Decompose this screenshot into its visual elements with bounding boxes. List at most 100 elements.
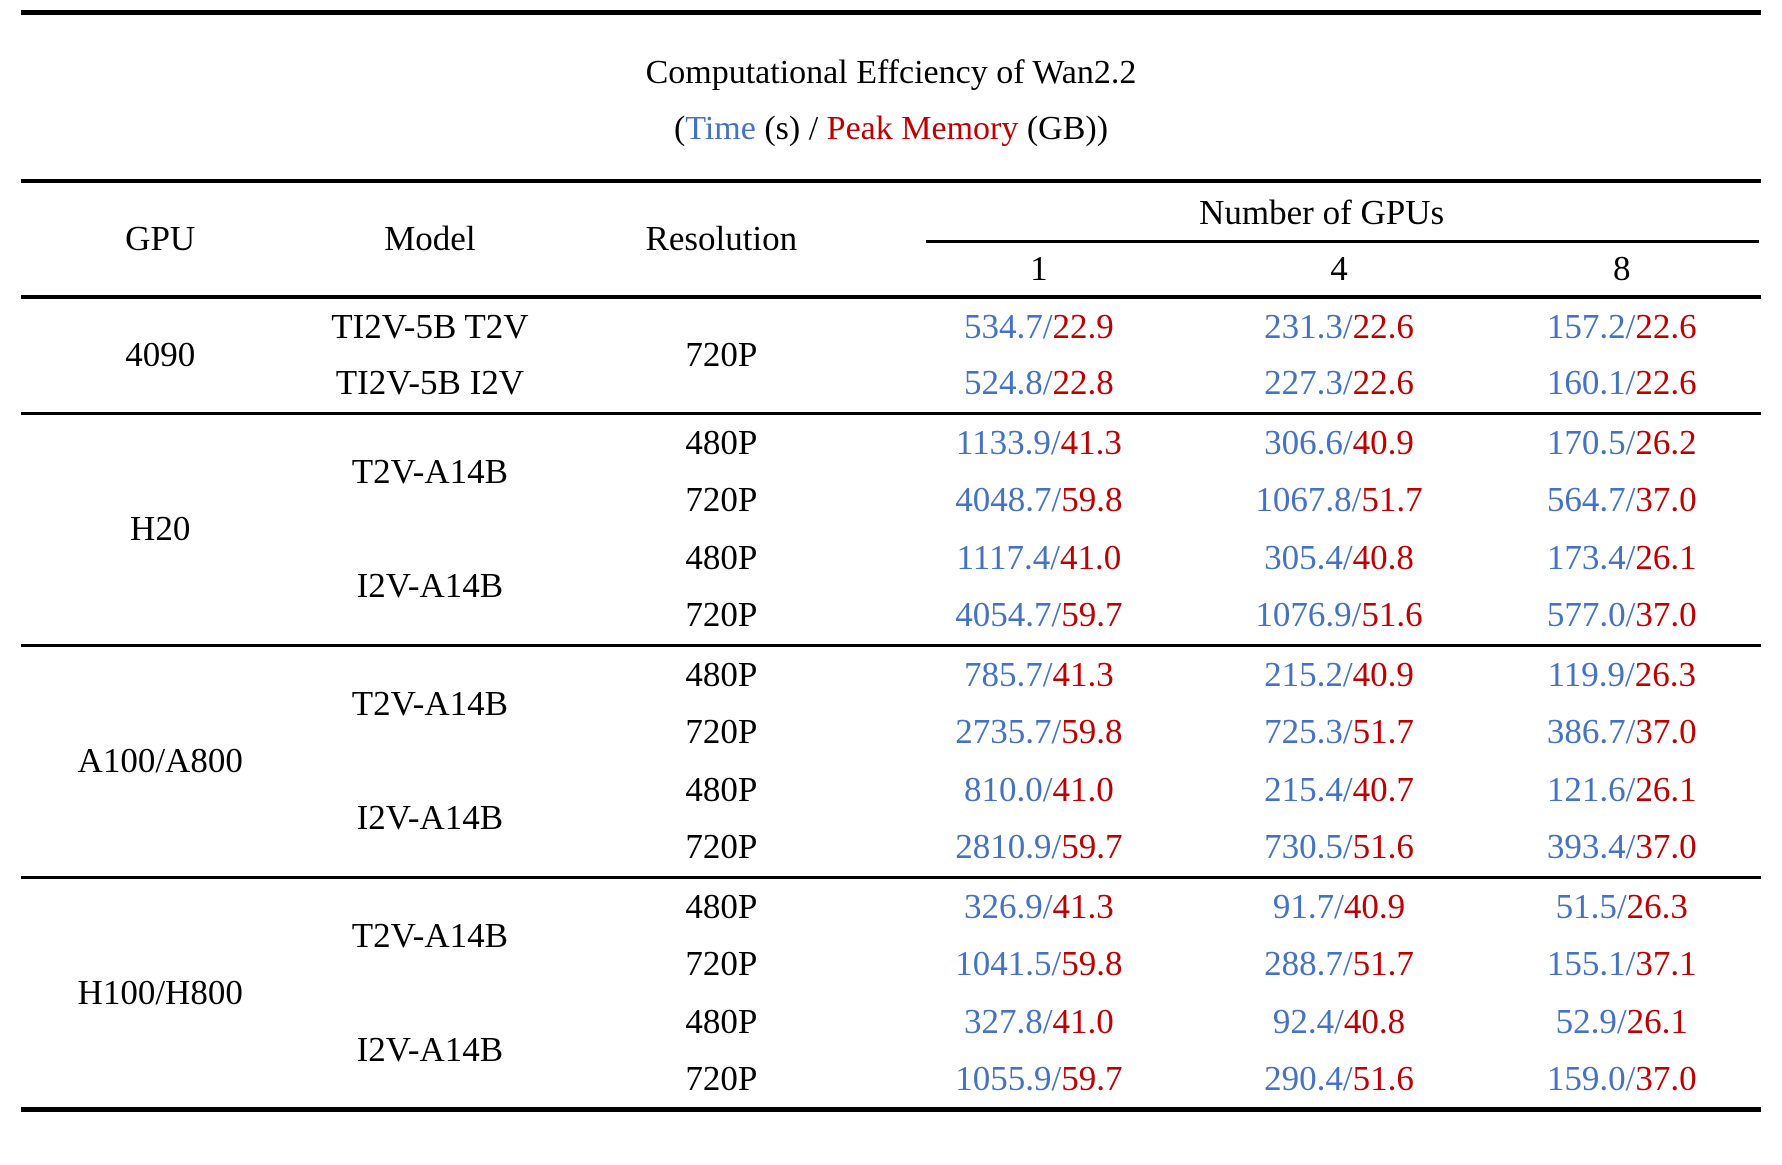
- value-cell: 91.7/40.9: [1195, 877, 1482, 935]
- memory-value: 40.8: [1343, 1002, 1406, 1041]
- value-separator: /: [1625, 944, 1636, 983]
- memory-value: 41.3: [1060, 422, 1122, 462]
- time-value: 121.6: [1546, 770, 1626, 809]
- value-cell: 51.5/26.3: [1483, 877, 1761, 935]
- memory-value: 37.0: [1635, 712, 1697, 751]
- value-cell: 4054.7/59.7: [882, 587, 1195, 645]
- memory-value: 51.6: [1352, 827, 1414, 867]
- memory-value: 26.3: [1634, 654, 1696, 694]
- table-row: 720P 4048.7/59.8 1067.8/51.7 564.7/37.0: [21, 471, 1761, 529]
- value-separator: /: [1042, 654, 1053, 694]
- value-separator: /: [1351, 595, 1362, 635]
- time-value: 1117.4: [956, 538, 1051, 577]
- model-cell: TI2V-5B I2V: [335, 363, 525, 403]
- column-header-8-gpus: 8: [1613, 249, 1631, 288]
- title-open-paren: (: [673, 110, 686, 147]
- memory-value: 22.6: [1635, 307, 1697, 346]
- value-cell: 121.6/26.1: [1483, 761, 1761, 819]
- value-separator: /: [1625, 422, 1636, 462]
- memory-value: 37.0: [1635, 480, 1697, 519]
- time-value: 52.9: [1555, 1002, 1617, 1041]
- model-cell: TI2V-5B T2V: [331, 307, 529, 346]
- value-cell: 534.7/22.9: [882, 297, 1195, 355]
- memory-value: 37.0: [1635, 595, 1697, 635]
- value-cell: 326.9/41.3: [882, 877, 1195, 935]
- time-value: 1041.5: [955, 944, 1052, 983]
- model-cell: I2V-A14B: [356, 1029, 504, 1069]
- time-value: 1076.9: [1255, 595, 1352, 635]
- table-row: 4090 TI2V-5B T2V 720P 534.7/22.9 231.3/2…: [21, 297, 1761, 374]
- value-cell: 92.4/40.8: [1195, 993, 1482, 1051]
- value-separator: /: [1342, 363, 1353, 403]
- value-cell: 4048.7/59.8: [882, 471, 1195, 529]
- time-value: 170.5: [1546, 422, 1626, 462]
- value-cell: 288.7/51.7: [1195, 935, 1482, 993]
- value-separator: /: [1616, 1002, 1627, 1041]
- value-separator: /: [1625, 1058, 1636, 1098]
- value-cell: 1076.9/51.6: [1195, 587, 1482, 645]
- memory-value: 51.7: [1361, 480, 1423, 519]
- resolution-cell: 720P: [685, 480, 758, 519]
- title-memory-unit: (GB)): [1018, 110, 1109, 147]
- value-separator: /: [1625, 712, 1636, 751]
- time-value: 288.7: [1264, 944, 1343, 983]
- time-value: 306.6: [1264, 422, 1343, 462]
- resolution-cell: 720P: [685, 827, 758, 867]
- value-cell: 1067.8/51.7: [1195, 471, 1482, 529]
- memory-value: 41.0: [1059, 538, 1122, 577]
- value-separator: /: [1050, 422, 1061, 462]
- value-separator: /: [1342, 770, 1353, 809]
- gpu-section-4090: 4090 TI2V-5B T2V 720P 534.7/22.9 231.3/2…: [21, 297, 1761, 413]
- time-value: 4054.7: [955, 595, 1052, 635]
- memory-value: 51.6: [1352, 1058, 1414, 1098]
- value-separator: /: [1625, 827, 1636, 867]
- time-value: 91.7: [1272, 886, 1335, 926]
- time-value: 290.4: [1264, 1058, 1343, 1098]
- resolution-cell: 720P: [685, 712, 758, 751]
- value-separator: /: [1342, 422, 1353, 462]
- value-cell: 2810.9/59.7: [882, 819, 1195, 877]
- resolution-cell: 720P: [685, 1058, 758, 1098]
- resolution-cell: 480P: [685, 422, 758, 462]
- group-header-label: Number of GPUs: [1199, 193, 1445, 232]
- resolution-cell: 720P: [685, 595, 758, 635]
- value-cell: 393.4/37.0: [1483, 819, 1761, 877]
- memory-value: 26.3: [1626, 886, 1688, 926]
- title-time-unit: (s) /: [755, 110, 827, 147]
- value-separator: /: [1051, 944, 1062, 983]
- time-value: 173.4: [1546, 538, 1626, 577]
- value-separator: /: [1051, 595, 1062, 635]
- time-value: 1055.9: [955, 1058, 1052, 1098]
- value-cell: 306.6/40.9: [1195, 413, 1482, 471]
- memory-value: 59.8: [1061, 944, 1123, 983]
- title-time-label: Time: [685, 110, 756, 147]
- value-separator: /: [1625, 770, 1636, 809]
- memory-value: 22.6: [1635, 363, 1697, 403]
- table-row: A100/A800 T2V-A14B 480P 785.7/41.3 215.2…: [21, 645, 1761, 780]
- value-separator: /: [1625, 595, 1636, 635]
- value-separator: /: [1051, 1058, 1062, 1098]
- memory-value: 26.1: [1635, 770, 1697, 809]
- time-value: 2735.7: [955, 712, 1052, 751]
- memory-value: 40.9: [1343, 886, 1406, 926]
- value-separator: /: [1342, 538, 1353, 577]
- time-value: 393.4: [1546, 827, 1626, 867]
- value-separator: /: [1625, 307, 1636, 346]
- time-value: 327.8: [964, 1002, 1043, 1041]
- value-cell: 160.1/22.6: [1483, 355, 1761, 413]
- value-cell: 785.7/41.3: [882, 645, 1195, 703]
- table-row: 720P 1055.9/59.7 290.4/51.6 159.0/37.0: [21, 1051, 1761, 1109]
- table-row: I2V-A14B 480P 810.0/41.0 215.4/40.7 121.…: [21, 761, 1761, 837]
- time-value: 160.1: [1546, 363, 1626, 403]
- memory-value: 41.3: [1052, 886, 1114, 926]
- value-cell: 155.1/37.1: [1483, 935, 1761, 993]
- value-separator: /: [1051, 712, 1062, 751]
- memory-value: 22.6: [1352, 307, 1414, 346]
- table-row: I2V-A14B 480P 1117.4/41.0 305.4/40.8 173…: [21, 529, 1761, 605]
- table-row: TI2V-5B I2V 524.8/22.8 227.3/22.6 160.1/…: [21, 355, 1761, 413]
- table-row: 720P 1041.5/59.8 288.7/51.7 155.1/37.1: [21, 935, 1761, 993]
- value-cell: 119.9/26.3: [1483, 645, 1761, 703]
- value-cell: 215.2/40.9: [1195, 645, 1482, 703]
- value-cell: 52.9/26.1: [1483, 993, 1761, 1051]
- column-header-4-gpus: 4: [1330, 249, 1348, 288]
